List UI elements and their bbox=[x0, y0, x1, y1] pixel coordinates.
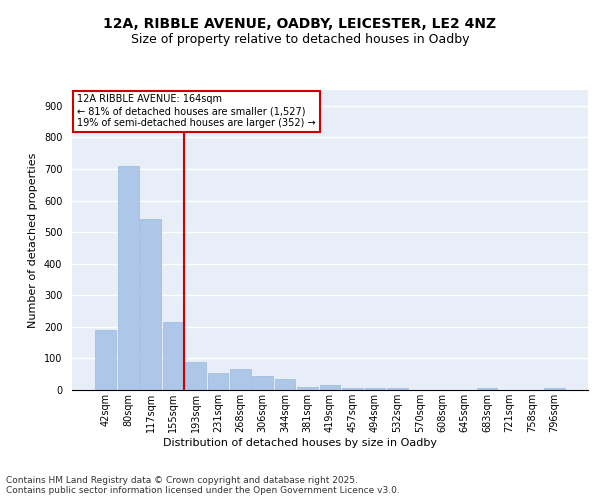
Bar bbox=[544, 388, 565, 390]
Bar bbox=[387, 388, 407, 390]
Text: Distribution of detached houses by size in Oadby: Distribution of detached houses by size … bbox=[163, 438, 437, 448]
Bar bbox=[253, 376, 273, 390]
Text: 12A, RIBBLE AVENUE, OADBY, LEICESTER, LE2 4NZ: 12A, RIBBLE AVENUE, OADBY, LEICESTER, LE… bbox=[103, 18, 497, 32]
Bar bbox=[365, 388, 385, 390]
Bar bbox=[118, 166, 139, 390]
Bar bbox=[342, 388, 363, 390]
Text: Contains HM Land Registry data © Crown copyright and database right 2025.
Contai: Contains HM Land Registry data © Crown c… bbox=[6, 476, 400, 495]
Text: 12A RIBBLE AVENUE: 164sqm
← 81% of detached houses are smaller (1,527)
19% of se: 12A RIBBLE AVENUE: 164sqm ← 81% of detac… bbox=[77, 94, 316, 128]
Bar bbox=[297, 387, 318, 390]
Y-axis label: Number of detached properties: Number of detached properties bbox=[28, 152, 38, 328]
Text: Size of property relative to detached houses in Oadby: Size of property relative to detached ho… bbox=[131, 32, 469, 46]
Bar bbox=[140, 220, 161, 390]
Bar bbox=[275, 379, 295, 390]
Bar bbox=[163, 322, 184, 390]
Bar bbox=[320, 386, 340, 390]
Bar bbox=[230, 370, 251, 390]
Bar bbox=[185, 362, 206, 390]
Bar bbox=[476, 388, 497, 390]
Bar bbox=[208, 372, 228, 390]
Bar bbox=[95, 330, 116, 390]
